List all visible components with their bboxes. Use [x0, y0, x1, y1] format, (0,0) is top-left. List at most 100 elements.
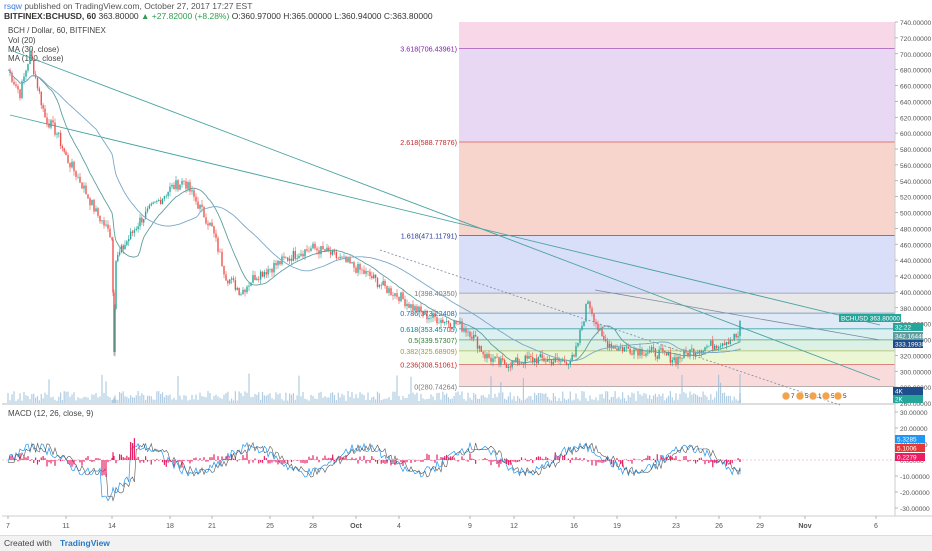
candle-body	[508, 367, 509, 368]
price-tick-label: 320.00000	[900, 353, 932, 360]
fib-label: 3.618(706.43961)	[400, 45, 457, 54]
volume-bar	[555, 396, 556, 403]
volume-bar	[467, 393, 468, 403]
macd-hist-bar	[215, 460, 216, 461]
candle-body	[258, 279, 259, 280]
macd-hist-bar	[685, 456, 686, 460]
volume-bar	[461, 391, 462, 403]
volume-bar	[538, 393, 539, 403]
macd-hist-bar	[304, 460, 305, 463]
macd-hist-bar	[601, 460, 602, 463]
candle-body	[71, 162, 72, 168]
macd-hist-bar	[279, 460, 280, 462]
macd-hist-bar	[361, 460, 362, 461]
macd-hist-bar	[645, 458, 646, 460]
macd-hist-bar	[628, 460, 629, 461]
volume-bar	[577, 399, 578, 403]
candle-body	[394, 293, 395, 296]
macd-hist-bar	[54, 460, 55, 466]
candle-body	[363, 270, 364, 274]
volume-bar	[371, 397, 372, 403]
candle-body	[681, 358, 682, 359]
volume-bar	[486, 398, 487, 403]
volume-bar	[534, 393, 535, 403]
volume-bar	[655, 394, 656, 403]
volume-bar	[693, 393, 694, 403]
macd-hist-bar	[326, 458, 327, 460]
candle-body	[154, 202, 155, 203]
volume-bar	[205, 397, 206, 403]
volume-bar	[221, 399, 222, 403]
volume-bar	[410, 377, 411, 403]
candle-body	[477, 337, 478, 349]
macd-hist-bar	[21, 459, 22, 460]
volume-bar	[67, 392, 68, 403]
macd-hist-bar	[297, 460, 298, 461]
volume-bar	[573, 400, 574, 403]
volume-bar	[677, 400, 678, 403]
macd-hist-bar	[15, 459, 16, 460]
volume-bar	[515, 401, 516, 403]
macd-hist-bar	[351, 458, 352, 460]
volume-bar	[250, 397, 251, 403]
volume-bar	[231, 398, 232, 403]
time-tick-label: 9	[468, 523, 472, 530]
candle-body	[722, 343, 723, 346]
candle-body	[655, 348, 656, 356]
candle-body	[452, 327, 453, 328]
price-label-text: 32:22	[895, 325, 911, 332]
macd-hist-bar	[402, 460, 403, 466]
candle-body	[434, 313, 435, 317]
macd-hist-bar	[109, 460, 110, 461]
macd-tick-label: 20.00000	[900, 426, 928, 433]
candle-body	[312, 244, 313, 249]
macd-hist-bar	[607, 457, 608, 460]
volume-bar	[361, 394, 362, 403]
macd-hist-bar	[285, 460, 286, 461]
macd-hist-bar	[345, 455, 346, 460]
macd-hist-bar	[492, 460, 493, 462]
volume-bar	[490, 376, 491, 403]
volume-bar	[440, 400, 441, 403]
candle-body	[240, 294, 241, 295]
volume-bar	[75, 400, 76, 403]
macd-hist-bar	[324, 456, 325, 460]
price-tick-label: 300.00000	[900, 369, 932, 376]
macd-hist-bar	[277, 460, 278, 464]
price-tick-label: 600.00000	[900, 131, 932, 138]
price-tick-label: 380.00000	[900, 306, 932, 313]
macd-hist-bar	[553, 460, 554, 461]
candle-body	[13, 82, 14, 85]
volume-bar	[585, 398, 586, 403]
volume-bar	[377, 392, 378, 403]
macd-label-text: 5.3285	[897, 437, 917, 444]
candle-body	[424, 311, 425, 315]
macd-hist-bar	[718, 459, 719, 460]
time-tick-label: 19	[613, 523, 621, 530]
candle-body	[494, 357, 495, 359]
candle-body	[446, 321, 447, 322]
macd-hist-bar	[258, 460, 259, 463]
volume-bar	[268, 394, 269, 403]
candle-body	[54, 123, 55, 135]
candle-body	[708, 346, 709, 347]
tradingview-logo[interactable]: TradingView	[60, 538, 110, 548]
volume-bar	[591, 399, 592, 403]
candle-body	[643, 355, 644, 356]
macd-hist-bar	[613, 460, 614, 467]
macd-hist-bar	[136, 459, 137, 460]
candle-body	[149, 205, 150, 208]
chart-canvas[interactable]: 0(280.74264)0.236(308.51061)0.382(325.68…	[0, 0, 932, 535]
candle-body	[463, 329, 464, 331]
volume-bar	[660, 396, 661, 403]
candle-body	[367, 271, 368, 272]
volume-bar	[289, 393, 290, 403]
volume-bar	[579, 401, 580, 403]
volume-bar	[543, 394, 544, 403]
macd-hist-bar	[484, 458, 485, 460]
volume-bar	[279, 393, 280, 403]
volume-bar	[189, 400, 190, 403]
candle-body	[647, 352, 648, 353]
volume-bar	[314, 398, 315, 403]
candle-body	[330, 251, 331, 254]
